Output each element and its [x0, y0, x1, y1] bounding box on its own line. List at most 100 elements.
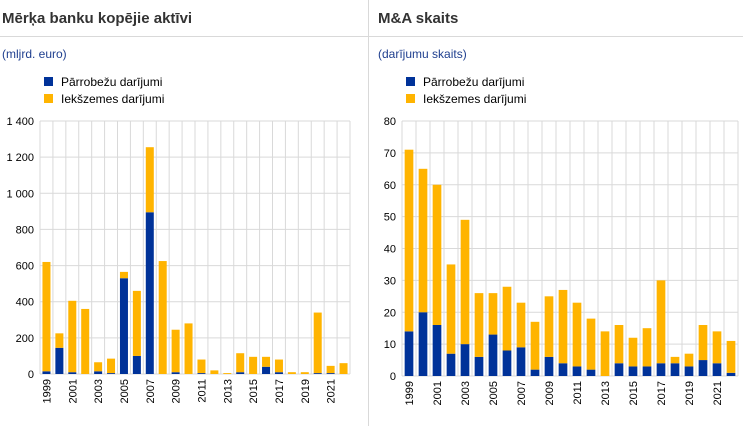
- unit-label: (darījumu skaits): [378, 47, 467, 61]
- bar-cross-border-2009: [544, 356, 554, 376]
- x-tick-label: 2005: [488, 381, 500, 405]
- x-tick-label: 2021: [326, 379, 338, 403]
- legend-swatch-cross-border: [406, 77, 415, 86]
- bar-cross-border-2012: [586, 369, 596, 376]
- bar-domestic-1999: [42, 261, 51, 372]
- bar-cross-border-2016: [642, 366, 652, 376]
- bar-cross-border-2015: [628, 366, 638, 376]
- bar-domestic-2001: [432, 184, 442, 325]
- y-tick-label: 40: [384, 244, 396, 256]
- y-tick-label: 0: [28, 369, 34, 381]
- bar-cross-border-2021: [326, 373, 335, 374]
- bar-domestic-2018: [287, 372, 296, 374]
- bar-cross-border-2017: [274, 372, 283, 374]
- bar-domestic-2003: [94, 362, 103, 372]
- bar-cross-border-2016: [262, 366, 271, 374]
- y-tick-label: 30: [384, 275, 396, 287]
- y-tick-label: 200: [16, 333, 34, 345]
- y-tick-label: 0: [390, 371, 396, 383]
- y-tick-label: 800: [16, 224, 34, 236]
- x-tick-label: 2013: [222, 379, 234, 403]
- bar-domestic-2008: [158, 261, 167, 374]
- legend-item-domestic: Iekšzemes darījumi: [44, 93, 164, 110]
- chart-panel-count: M&A skaits (darījumu skaits) Pārrobežu d…: [368, 0, 743, 426]
- y-tick-label: 1 400: [6, 116, 34, 128]
- bar-domestic-2021: [326, 365, 335, 374]
- bar-domestic-2014: [236, 353, 245, 373]
- bar-domestic-2015: [628, 337, 638, 367]
- bar-domestic-2010: [184, 323, 193, 374]
- bar-cross-border-2001: [68, 372, 77, 374]
- bar-domestic-2018: [670, 356, 680, 364]
- bar-domestic-2006: [132, 290, 141, 356]
- bar-cross-border-2007: [145, 212, 154, 374]
- legend-label: Pārrobežu darījumi: [61, 75, 163, 89]
- x-tick-label: 2011: [572, 381, 584, 405]
- bar-domestic-2001: [68, 300, 77, 373]
- bar-domestic-2020: [698, 325, 708, 361]
- bar-cross-border-2005: [119, 278, 128, 374]
- x-tick-label: 2009: [544, 381, 556, 405]
- bar-domestic-2019: [300, 372, 309, 374]
- x-tick-label: 1999: [41, 379, 53, 403]
- bar-cross-border-2006: [502, 350, 512, 376]
- legend-label: Pārrobežu darījumi: [423, 75, 525, 89]
- bar-domestic-2007: [516, 302, 526, 348]
- y-tick-label: 70: [384, 148, 396, 160]
- bar-domestic-1999: [404, 149, 414, 332]
- bar-domestic-2009: [544, 296, 554, 357]
- x-tick-label: 2003: [93, 379, 105, 403]
- bar-cross-border-2005: [488, 334, 498, 376]
- x-tick-label: 2013: [600, 381, 612, 405]
- bar-cross-border-2020: [698, 360, 708, 376]
- legend-item-domestic: Iekšzemes darījumi: [406, 93, 526, 110]
- bar-domestic-2002: [81, 308, 90, 374]
- x-tick-label: 2019: [300, 379, 312, 403]
- y-tick-label: 80: [384, 116, 396, 128]
- bar-domestic-2019: [684, 353, 694, 367]
- bar-cross-border-2004: [107, 373, 116, 374]
- bar-domestic-2004: [474, 293, 484, 357]
- legend-label: Iekšzemes darījumi: [61, 92, 165, 106]
- bar-cross-border-2000: [55, 347, 64, 374]
- bar-cross-border-2011: [197, 373, 206, 374]
- chart-title: Mērķa banku kopējie aktīvi: [2, 10, 193, 27]
- y-tick-label: 60: [384, 180, 396, 192]
- y-tick-label: 1 000: [6, 188, 34, 200]
- bar-cross-border-2014: [614, 363, 624, 376]
- bar-domestic-2005: [119, 271, 128, 279]
- bar-domestic-2022: [726, 340, 736, 373]
- bar-cross-border-2017: [656, 363, 666, 376]
- bar-cross-border-2003: [460, 344, 470, 376]
- x-tick-label: 2011: [196, 379, 208, 403]
- bar-domestic-2011: [197, 359, 206, 374]
- legend: Pārrobežu darījumi Iekšzemes darījumi: [406, 76, 526, 110]
- bar-domestic-2021: [712, 331, 722, 364]
- legend-swatch-domestic: [406, 94, 415, 103]
- x-tick-label: 2021: [712, 381, 724, 405]
- bar-cross-border-2000: [418, 312, 428, 376]
- legend-item-cross-border: Pārrobežu darījumi: [44, 76, 164, 93]
- bar-domestic-2000: [418, 168, 428, 313]
- chart-panel-assets: Mērķa banku kopējie aktīvi (mljrd. euro)…: [0, 0, 368, 426]
- bar-domestic-2009: [171, 329, 180, 373]
- bar-domestic-2004: [107, 358, 116, 374]
- bar-cross-border-2002: [446, 353, 456, 376]
- bar-domestic-2011: [572, 302, 582, 367]
- x-tick-label: 2015: [628, 381, 640, 405]
- bar-domestic-2006: [502, 286, 512, 351]
- bar-domestic-2014: [614, 325, 624, 364]
- chart-title: M&A skaits: [378, 10, 459, 27]
- bar-cross-border-2008: [530, 369, 540, 376]
- bar-domestic-2013: [223, 373, 232, 374]
- bar-chart-assets: 0 200 400 600 800 1 000 1 200 1 400 1999 2001 2003…: [6, 116, 351, 403]
- bar-domestic-2016: [262, 356, 271, 367]
- x-tick-label: 2017: [274, 379, 286, 403]
- legend-swatch-cross-border: [44, 77, 53, 86]
- y-tick-label: 1 200: [6, 152, 34, 164]
- bar-cross-border-2021: [712, 363, 722, 376]
- bar-domestic-2008: [530, 321, 540, 370]
- bar-cross-border-2001: [432, 325, 442, 376]
- y-tick-label: 600: [16, 261, 34, 273]
- y-tick-label: 10: [384, 339, 396, 351]
